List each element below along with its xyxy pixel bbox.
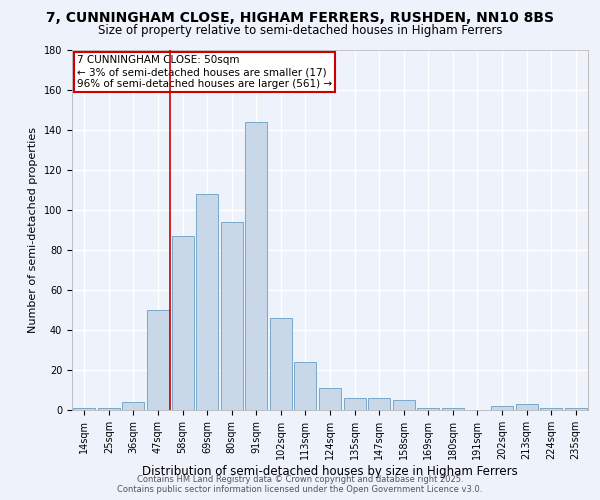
Text: Size of property relative to semi-detached houses in Higham Ferrers: Size of property relative to semi-detach… — [98, 24, 502, 37]
Bar — [221, 222, 243, 410]
Bar — [196, 194, 218, 410]
Y-axis label: Number of semi-detached properties: Number of semi-detached properties — [28, 127, 38, 333]
Bar — [565, 408, 587, 410]
Bar — [491, 406, 513, 410]
Bar — [295, 362, 316, 410]
Bar — [344, 398, 365, 410]
Bar — [122, 402, 145, 410]
Text: 7 CUNNINGHAM CLOSE: 50sqm
← 3% of semi-detached houses are smaller (17)
96% of s: 7 CUNNINGHAM CLOSE: 50sqm ← 3% of semi-d… — [77, 56, 332, 88]
Bar — [442, 408, 464, 410]
Bar — [147, 310, 169, 410]
Bar — [540, 408, 562, 410]
Bar — [172, 236, 194, 410]
Bar — [515, 404, 538, 410]
Bar — [270, 318, 292, 410]
Bar — [245, 122, 268, 410]
Text: Contains HM Land Registry data © Crown copyright and database right 2025.
Contai: Contains HM Land Registry data © Crown c… — [118, 474, 482, 494]
Bar — [392, 400, 415, 410]
Bar — [319, 388, 341, 410]
Bar — [417, 408, 439, 410]
Bar — [73, 408, 95, 410]
Bar — [98, 408, 120, 410]
Text: 7, CUNNINGHAM CLOSE, HIGHAM FERRERS, RUSHDEN, NN10 8BS: 7, CUNNINGHAM CLOSE, HIGHAM FERRERS, RUS… — [46, 11, 554, 25]
Bar — [368, 398, 390, 410]
X-axis label: Distribution of semi-detached houses by size in Higham Ferrers: Distribution of semi-detached houses by … — [142, 464, 518, 477]
